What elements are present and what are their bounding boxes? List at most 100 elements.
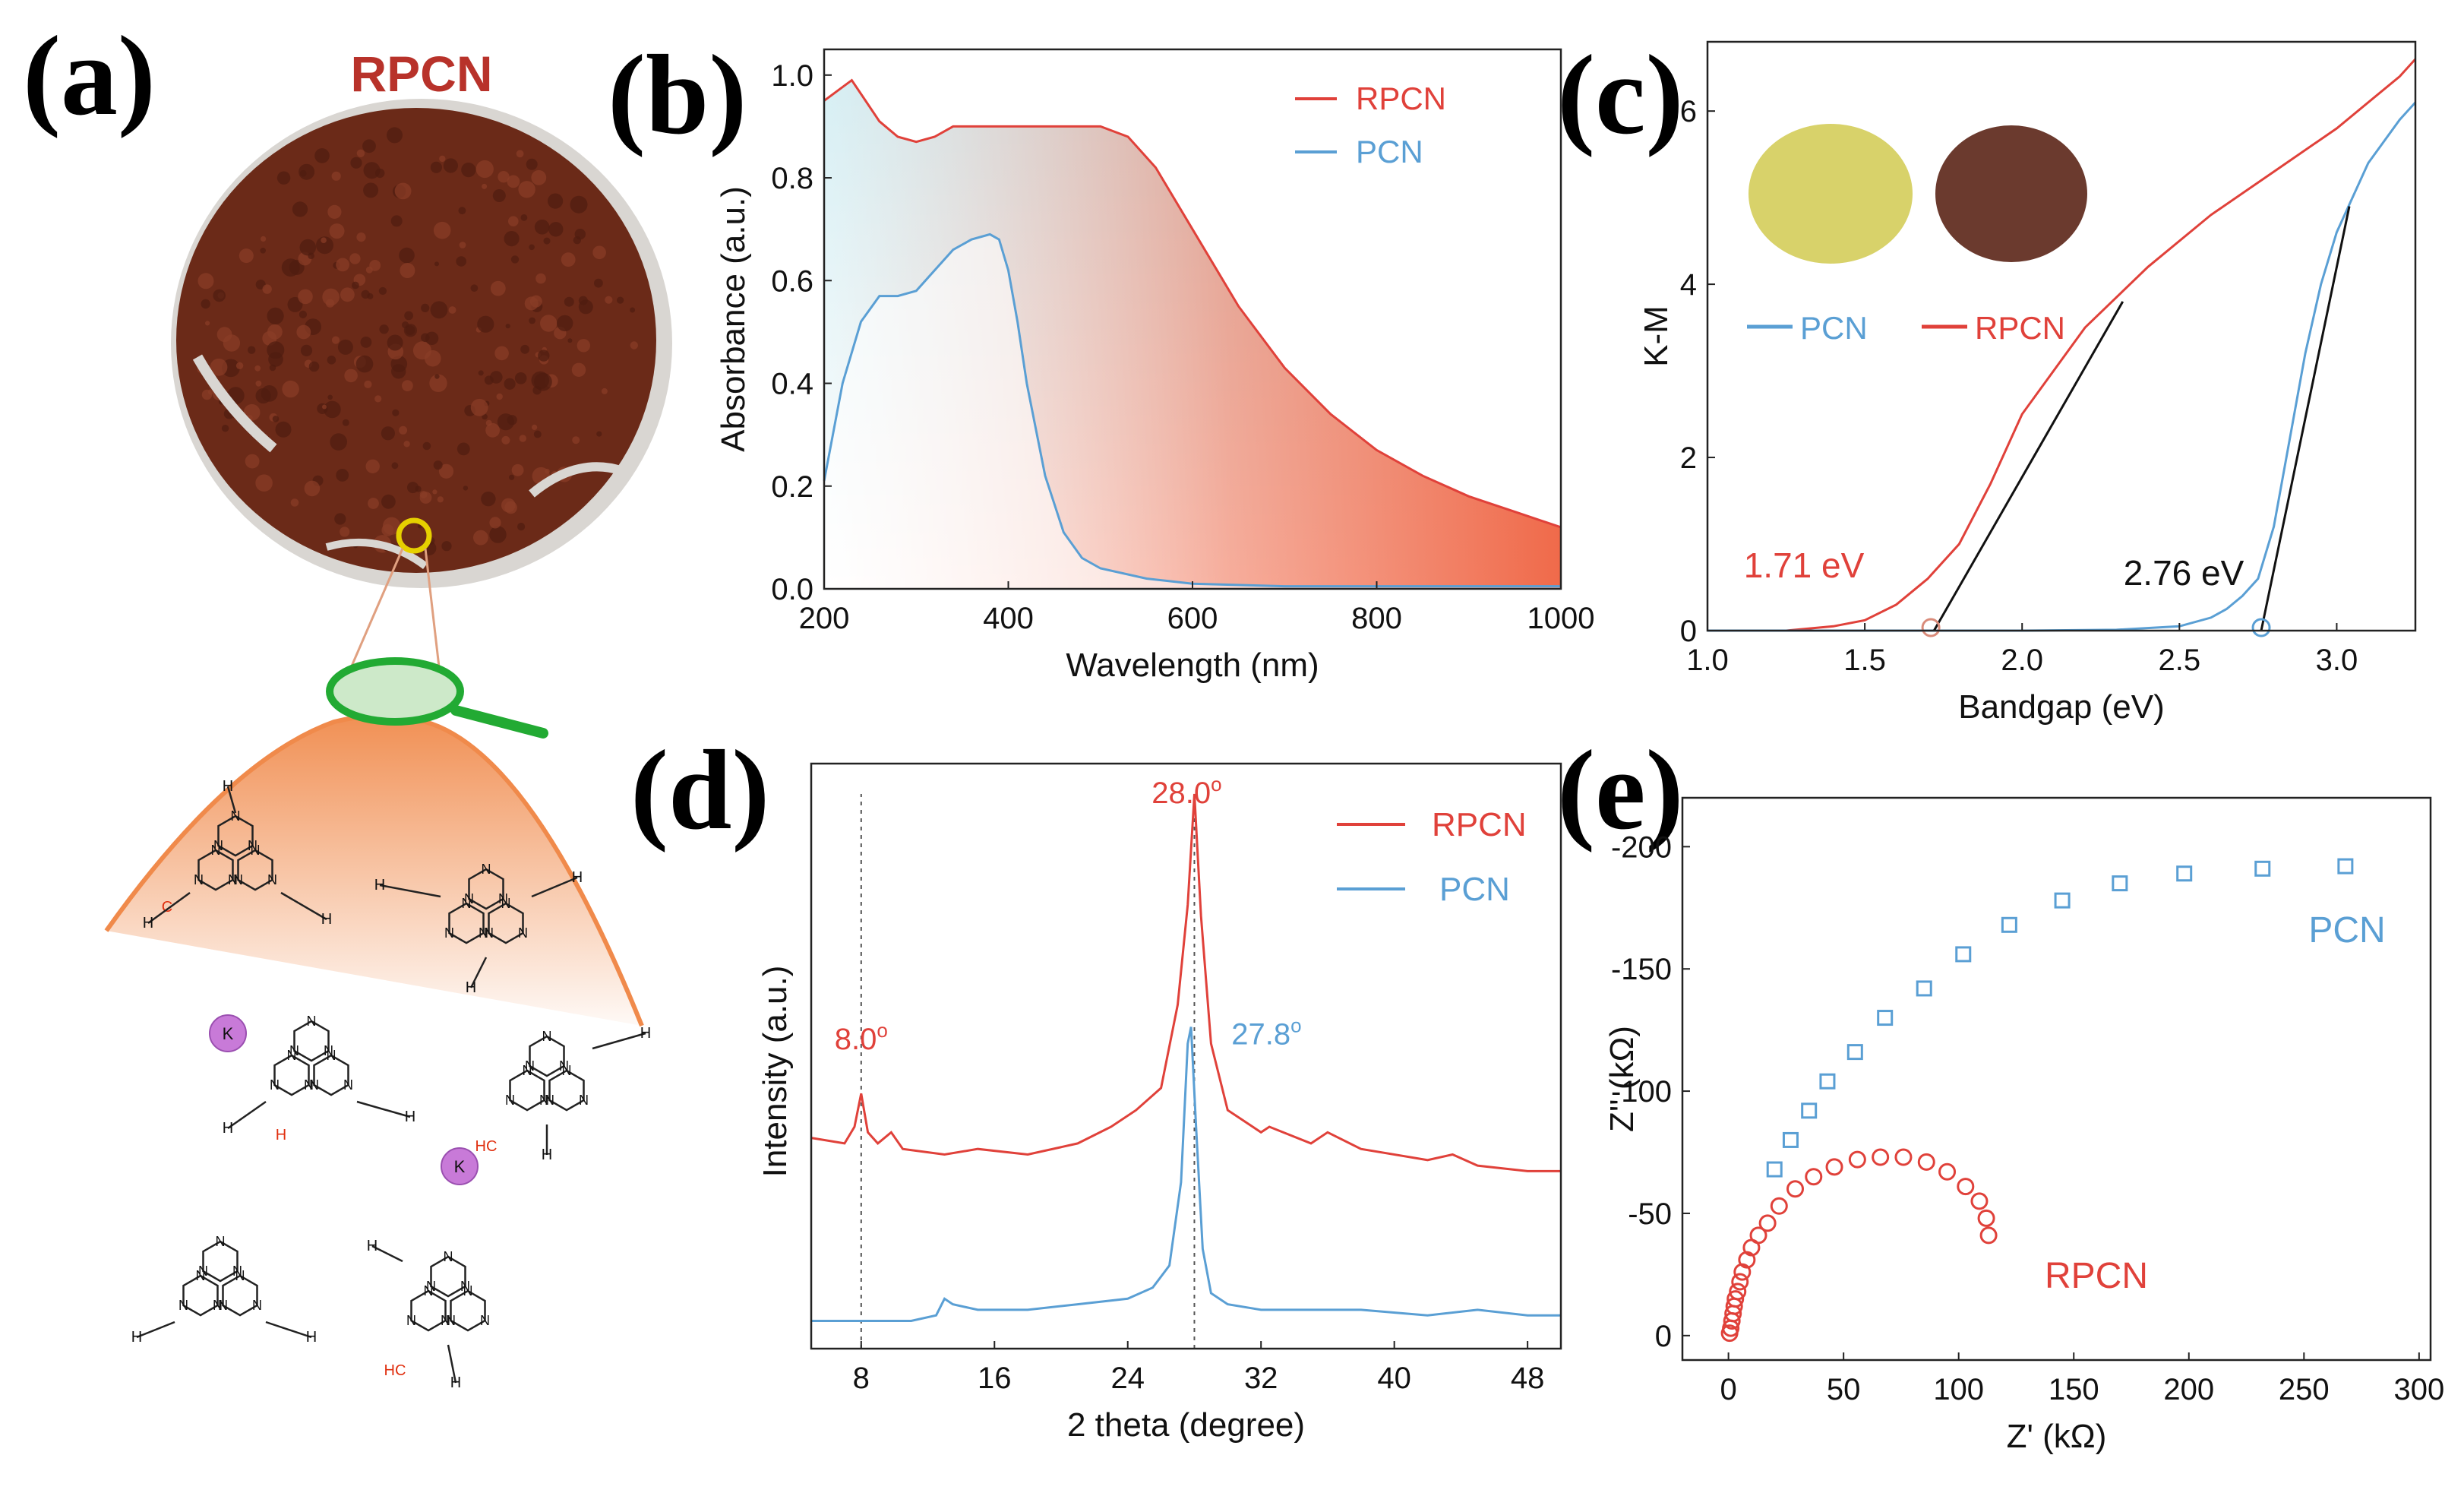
photo-speckle bbox=[573, 236, 581, 245]
photo-speckle bbox=[327, 394, 333, 400]
photo-speckle bbox=[365, 459, 380, 473]
photo-speckle bbox=[207, 389, 214, 395]
photo-speckle bbox=[254, 365, 261, 372]
pcn-point bbox=[2337, 858, 2354, 875]
ring-nitrogen-label: N bbox=[228, 872, 238, 887]
panel-b: (b) 200 400 600 800 1000 0.0 0.2 0.4 0.6 0.8 1.0 Wa… bbox=[608, 32, 1594, 684]
pcn-point bbox=[1766, 1161, 1783, 1178]
panel-label-c: (c) bbox=[1557, 32, 1683, 158]
c-legend-label: PCN bbox=[1800, 310, 1868, 346]
photo-speckle bbox=[361, 289, 370, 299]
defect-label: HC bbox=[475, 1138, 498, 1155]
ring-nitrogen-label: N bbox=[196, 1268, 206, 1283]
e-x-tick-label: 0 bbox=[1720, 1373, 1736, 1406]
panel-label-e: (e) bbox=[1557, 727, 1683, 853]
amine-label: H bbox=[374, 877, 385, 894]
photo-speckle bbox=[378, 286, 387, 296]
e-series-label-pcn: PCN bbox=[2308, 910, 2385, 951]
photo-speckle bbox=[507, 175, 520, 188]
photo-speckle bbox=[308, 361, 320, 372]
photo-speckle bbox=[334, 513, 346, 525]
photo-speckle bbox=[520, 344, 529, 354]
photo-speckle bbox=[529, 244, 535, 251]
rpcn-point bbox=[1979, 1226, 1998, 1245]
photo-speckle bbox=[514, 372, 527, 384]
c-y-axis-label: K-M bbox=[1638, 305, 1675, 367]
zoom-line-left bbox=[344, 548, 404, 681]
photo-speckle bbox=[540, 315, 558, 332]
ring-nitrogen-label: N bbox=[213, 1298, 223, 1313]
ring-nitrogen-label: N bbox=[216, 1234, 226, 1249]
photo-speckle bbox=[601, 387, 608, 394]
photo-speckle bbox=[430, 301, 448, 319]
photo-speckle bbox=[439, 155, 446, 163]
photo-speckle bbox=[269, 364, 276, 372]
ring-nitrogen-label: N bbox=[251, 843, 261, 858]
photo-speckle bbox=[405, 325, 415, 335]
c-y-tick-label: 6 bbox=[1680, 95, 1697, 128]
ring-nitrogen-label: N bbox=[267, 872, 277, 887]
photo-speckle bbox=[322, 404, 327, 410]
amine-label: H bbox=[405, 1109, 415, 1125]
chart-c: 1.71 eV 2.76 eV 1.0 1.5 2.0 2.5 3.0 0 2 4 6 Bandgap… bbox=[1638, 40, 2417, 726]
photo-speckle bbox=[425, 331, 439, 345]
photo-speckle bbox=[374, 395, 382, 403]
pcn-powder-photo bbox=[1748, 124, 1913, 264]
rpcn-line bbox=[823, 78, 1562, 529]
zoom-line-right bbox=[424, 548, 442, 681]
photo-speckle bbox=[538, 350, 550, 362]
d-x-tick-label: 32 bbox=[1244, 1362, 1278, 1395]
c-y-tick-label: 2 bbox=[1680, 441, 1697, 475]
photo-speckle bbox=[501, 498, 516, 513]
rpcn-point bbox=[1848, 1150, 1866, 1169]
ring-nitrogen-label: N bbox=[545, 1093, 554, 1108]
amine-label: H bbox=[131, 1329, 142, 1346]
ring-nitrogen-label: N bbox=[444, 925, 454, 941]
photo-speckle bbox=[363, 162, 381, 179]
photo-speckle bbox=[221, 425, 229, 432]
photo-speckle bbox=[463, 486, 469, 491]
ring-nitrogen-label: N bbox=[235, 1268, 245, 1283]
ring-bond bbox=[222, 1274, 258, 1317]
c-x-tick-label: 1.5 bbox=[1843, 644, 1886, 677]
rpcn-point bbox=[1825, 1158, 1843, 1176]
photo-speckle bbox=[477, 315, 494, 333]
photo-speckle bbox=[534, 220, 550, 235]
potassium-ion-label: K bbox=[454, 1157, 466, 1176]
ring-nitrogen-label: N bbox=[463, 1283, 473, 1298]
photo-speckle bbox=[299, 310, 307, 318]
photo-speckle bbox=[340, 527, 350, 537]
rpcn-point bbox=[1938, 1162, 1957, 1181]
amine-label: H bbox=[542, 1147, 552, 1163]
b-y-tick-label: 0.4 bbox=[771, 368, 813, 401]
photo-speckle bbox=[352, 281, 359, 289]
photo-speckle bbox=[399, 425, 408, 435]
photo-speckle bbox=[516, 150, 524, 158]
potassium-ion bbox=[441, 1147, 479, 1185]
ring-nitrogen-label: N bbox=[304, 1077, 314, 1093]
amine-label: H bbox=[640, 1025, 651, 1042]
d-plot-frame bbox=[810, 762, 1562, 1350]
photo-speckle bbox=[548, 222, 564, 237]
magnifier-icon bbox=[326, 657, 548, 739]
photo-speckle bbox=[282, 380, 299, 398]
photo-speckle bbox=[336, 258, 349, 272]
rpcn-point bbox=[1872, 1148, 1890, 1166]
b-y-tick-label: 0.0 bbox=[771, 573, 813, 606]
rpcn-point bbox=[1729, 1283, 1747, 1301]
photo-speckle bbox=[404, 311, 413, 321]
potassium-ion bbox=[209, 1014, 247, 1052]
ring-nitrogen-label: N bbox=[462, 896, 472, 911]
rpcn-point bbox=[1786, 1180, 1805, 1198]
rpcn-point bbox=[1894, 1148, 1913, 1166]
photo-speckle bbox=[459, 242, 466, 248]
photo-speckle bbox=[344, 369, 358, 383]
amine-bond bbox=[531, 876, 578, 898]
photo-speckle bbox=[415, 486, 422, 492]
photo-speckle bbox=[387, 127, 403, 144]
photo-speckle bbox=[529, 317, 535, 324]
photo-speckle bbox=[392, 409, 400, 416]
ring-bond bbox=[273, 1054, 310, 1096]
photo-speckle bbox=[434, 374, 440, 379]
ring-bond bbox=[450, 1289, 486, 1332]
